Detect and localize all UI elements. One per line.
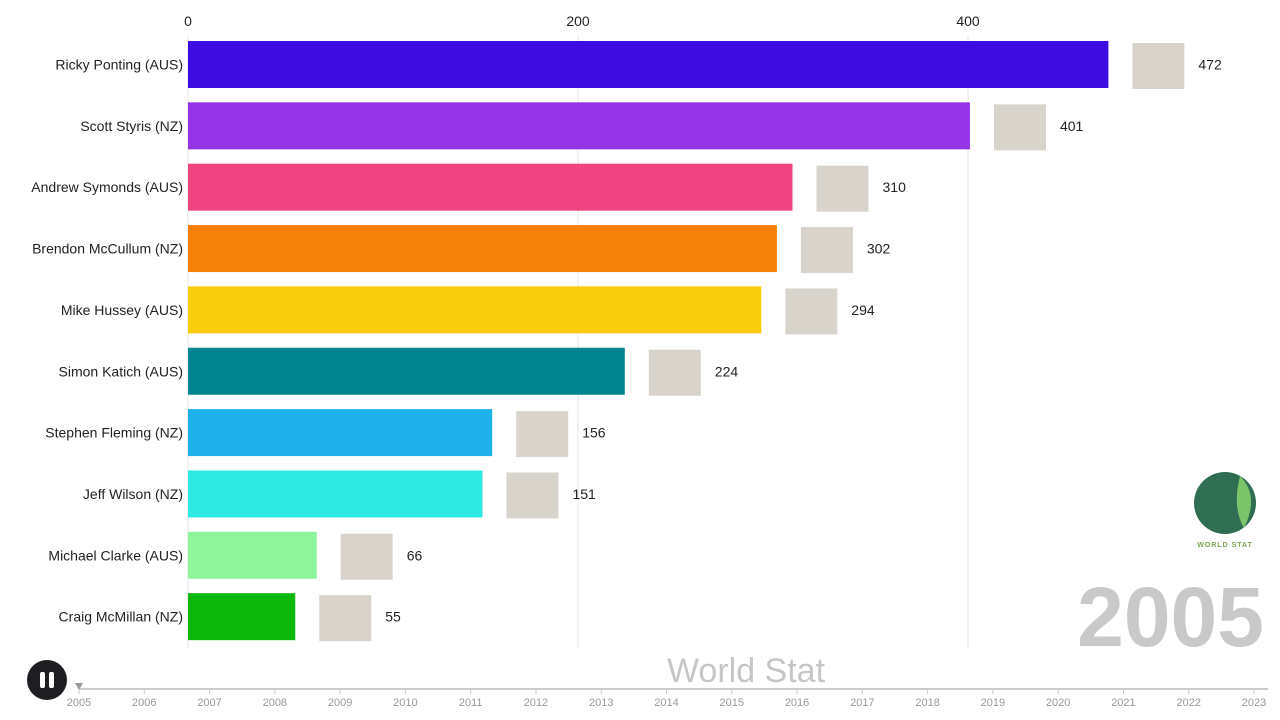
- timeline-year: 2008: [263, 697, 287, 709]
- player-photo: [785, 288, 838, 335]
- timeline-year: 2017: [850, 697, 874, 709]
- bar-label: Jeff Wilson (NZ): [83, 486, 183, 502]
- player-photo: [1132, 43, 1185, 89]
- bar: [188, 409, 493, 457]
- timeline-year: 2022: [1176, 697, 1200, 709]
- bar-label: Michael Clarke (AUS): [48, 547, 183, 563]
- timeline-year: 2018: [915, 697, 939, 709]
- bar-label: Craig McMillan (NZ): [59, 609, 183, 625]
- pause-icon: [40, 672, 45, 688]
- player-photo: [800, 227, 853, 274]
- year-label: 2005: [1077, 570, 1264, 664]
- bar: [188, 163, 793, 211]
- player-photo: [648, 349, 701, 396]
- timeline-year: 2013: [589, 697, 613, 709]
- watermark: World Stat: [667, 652, 826, 690]
- pause-icon: [49, 672, 54, 688]
- bar-label: Brendon McCullum (NZ): [32, 241, 183, 257]
- x-tick-label: 0: [184, 13, 192, 29]
- bar: [188, 470, 483, 518]
- timeline-year: 2015: [720, 697, 744, 709]
- value-label: 401: [1060, 118, 1084, 134]
- bar-label: Simon Katich (AUS): [59, 363, 183, 379]
- bar: [188, 41, 1109, 88]
- x-tick-label: 400: [956, 13, 980, 29]
- value-label: 224: [715, 363, 739, 379]
- timeline-year: 2023: [1242, 697, 1266, 709]
- bar-label: Scott Styris (NZ): [80, 118, 183, 134]
- value-label: 151: [572, 486, 596, 502]
- bar: [188, 102, 970, 150]
- bar-label: Mike Hussey (AUS): [61, 302, 183, 318]
- bar-label: Andrew Symonds (AUS): [31, 179, 183, 195]
- player-photo: [506, 472, 559, 519]
- value-label: 294: [851, 302, 875, 318]
- player-photo: [319, 595, 372, 642]
- bar: [188, 593, 296, 641]
- logo-text: WORLD STAT: [1197, 542, 1253, 549]
- timeline-year: 2012: [524, 697, 548, 709]
- player-photo: [516, 411, 569, 458]
- timeline-year: 2010: [393, 697, 417, 709]
- timeline-year: 2005: [67, 697, 91, 709]
- bar: [188, 531, 317, 579]
- timeline-year: 2011: [459, 697, 483, 709]
- timeline-year: 2019: [981, 697, 1005, 709]
- timeline-year: 2009: [328, 697, 352, 709]
- timeline-year: 2021: [1111, 697, 1135, 709]
- timeline-year: 2007: [197, 697, 221, 709]
- bar: [188, 286, 762, 334]
- value-label: 472: [1198, 57, 1222, 73]
- value-label: 55: [385, 609, 401, 625]
- timeline-year: 2006: [132, 697, 156, 709]
- player-photo: [993, 104, 1046, 151]
- timeline-year: 2016: [785, 697, 809, 709]
- leaf-icon: [1236, 476, 1252, 528]
- timeline-year: 2020: [1046, 697, 1070, 709]
- bar-label: Stephen Fleming (NZ): [45, 425, 183, 441]
- bar: [188, 347, 625, 395]
- player-photo: [816, 165, 869, 212]
- bar-label: Ricky Ponting (AUS): [55, 57, 183, 73]
- value-label: 156: [582, 425, 606, 441]
- player-photo: [340, 533, 393, 580]
- bar: [188, 225, 777, 273]
- pause-button[interactable]: [27, 660, 67, 700]
- value-label: 66: [407, 547, 423, 563]
- x-tick-label: 200: [566, 13, 590, 29]
- timeline-year: 2014: [654, 697, 678, 709]
- value-label: 302: [867, 241, 891, 257]
- timeline-handle[interactable]: [75, 683, 83, 690]
- value-label: 310: [883, 179, 907, 195]
